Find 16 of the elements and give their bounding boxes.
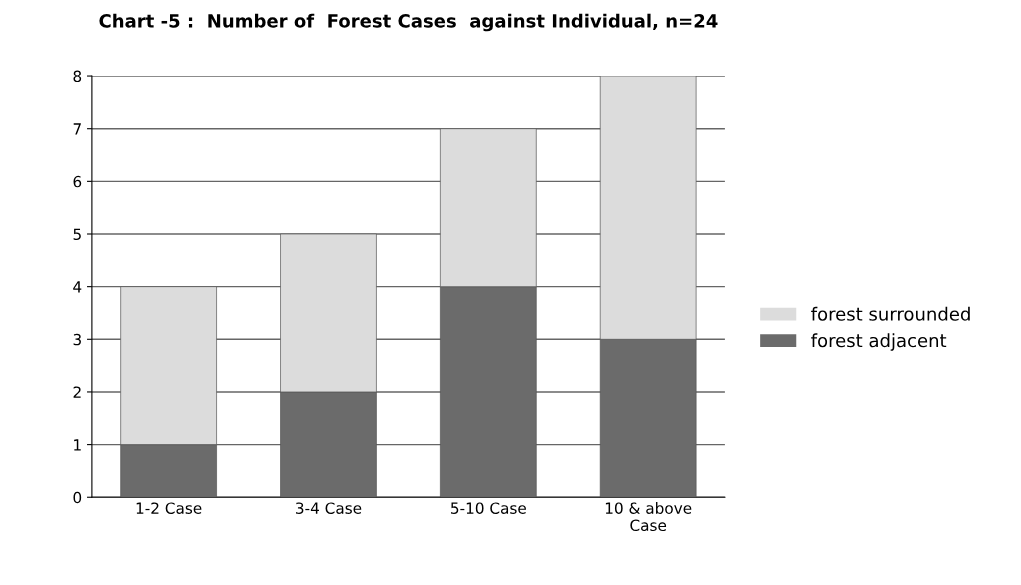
y-tick-label: 1 xyxy=(74,439,81,451)
x-tick-label: 5-10 Case xyxy=(451,502,526,514)
y-tick-label: 2 xyxy=(73,386,81,398)
y-tick-label: 5 xyxy=(73,228,81,241)
x-tick-label: 10 & above Case xyxy=(605,502,692,532)
x-tick-label: 3-4 Case xyxy=(296,502,362,514)
chart-title: Chart -5 : Number of Forest Cases against Individual, n=24 xyxy=(99,13,718,32)
y-tick-label: 6 xyxy=(73,175,82,188)
y-tick-label: 8 xyxy=(73,70,82,83)
y-tick-label: 4 xyxy=(73,281,82,293)
x-tick-label: 1-2 Case xyxy=(136,502,202,514)
y-tick-label: 0 xyxy=(73,491,82,504)
y-tick-label: 7 xyxy=(73,123,81,135)
y-tick-label: 3 xyxy=(73,333,81,346)
legend-label: forest surrounded xyxy=(811,306,970,321)
legend-label: forest adjacent xyxy=(811,333,947,351)
